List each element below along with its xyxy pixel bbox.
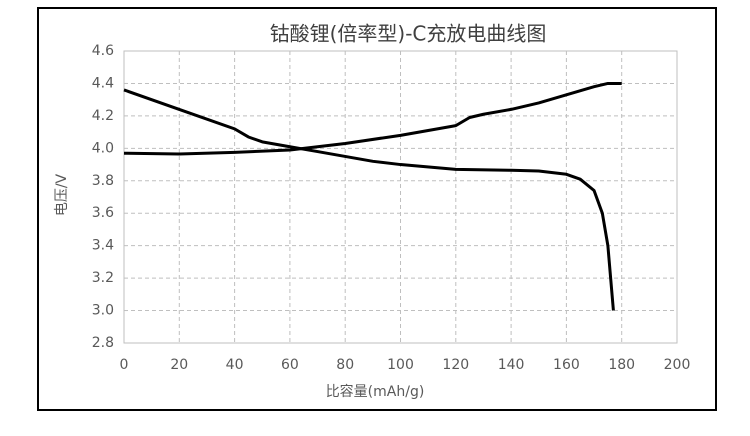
y-tick-label: 3.2 <box>92 270 114 286</box>
x-tick-label: 140 <box>498 357 525 373</box>
x-tick-label: 200 <box>664 357 691 373</box>
x-tick-label: 160 <box>553 357 580 373</box>
data-line <box>123 88 615 311</box>
y-tick-label: 4.0 <box>92 140 114 156</box>
x-tick-label: 120 <box>442 357 469 373</box>
x-tick-label: 0 <box>120 357 129 373</box>
plot-border <box>123 50 678 344</box>
y-tick-label: 3.0 <box>92 303 114 319</box>
x-tick-label: 80 <box>336 357 354 373</box>
x-tick-label: 100 <box>387 357 414 373</box>
y-tick-label: 2.8 <box>92 335 114 351</box>
x-tick-label: 40 <box>226 357 244 373</box>
x-axis-label: 比容量(mAh/g) <box>326 383 425 400</box>
y-tick-label: 3.4 <box>92 238 114 254</box>
chart-title: 钴酸锂(倍率型)-C充放电曲线图 <box>270 22 547 46</box>
chart-frame <box>37 7 717 411</box>
x-tick-label: 60 <box>281 357 299 373</box>
x-tick-label: 180 <box>608 357 635 373</box>
y-tick-label: 3.8 <box>92 173 114 189</box>
y-axis-label: 电压/V <box>54 173 70 216</box>
y-tick-label: 4.4 <box>92 75 114 91</box>
x-tick-label: 20 <box>170 357 188 373</box>
y-tick-label: 3.6 <box>92 205 114 221</box>
y-tick-label: 4.6 <box>92 43 114 59</box>
y-tick-label: 4.2 <box>92 108 114 124</box>
data-line <box>123 81 622 156</box>
